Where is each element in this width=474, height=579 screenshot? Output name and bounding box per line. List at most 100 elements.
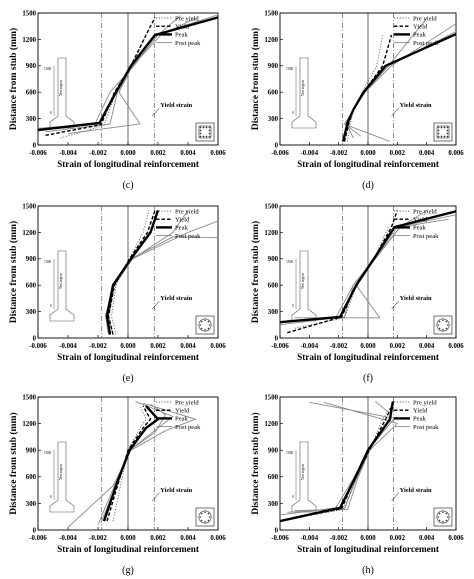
x-tick-label: 0.002 — [150, 150, 166, 157]
section-spiral — [436, 318, 450, 332]
column-inset: 1500 0 Test region — [44, 57, 75, 129]
rebar-dot — [205, 126, 208, 129]
inset-dimension: 1500 — [44, 451, 51, 455]
y-tick-label: 0 — [33, 142, 37, 149]
yield-annotation: Yield strain — [152, 102, 193, 117]
y-tick-label: 300 — [268, 501, 279, 508]
x-axis-label: Strain of longitudinal reinforcement — [297, 352, 440, 362]
y-tick-label: 600 — [268, 474, 279, 481]
x-axis-label: Strain of longitudinal reinforcement — [57, 352, 200, 362]
y-tick-label: 1200 — [264, 230, 278, 237]
rebar-dot — [207, 327, 210, 330]
x-tick-label: -0.004 — [301, 343, 319, 350]
rebar-dot — [445, 519, 448, 522]
rebar-dot — [200, 320, 203, 323]
y-axis-label: Distance from stub (mm) — [250, 28, 261, 130]
section-hoop — [198, 125, 212, 139]
rebar-dot — [442, 521, 444, 523]
y-tick-label: 1500 — [264, 394, 278, 401]
y-tick-label: 600 — [26, 283, 37, 290]
chart-panel-5: -0.006 -0.004 -0.002 0.000 0.002 0.004 0.006 0 3… — [8, 394, 226, 576]
yield-strain-label: Yield strain — [160, 487, 192, 494]
rebar-dot — [437, 132, 440, 135]
yield-strain-label: Yield strain — [160, 102, 192, 109]
series-line-solid-thick — [102, 405, 160, 522]
x-tick-label: -0.006 — [271, 150, 289, 157]
inset-zero: 0 — [50, 111, 52, 115]
y-tick-label: 1500 — [22, 10, 36, 17]
inset-zero: 0 — [292, 495, 294, 499]
x-tick-label: -0.006 — [29, 535, 47, 542]
legend-label: Yield — [413, 24, 428, 31]
rebar-dot — [208, 126, 211, 129]
x-axis-label: Strain of longitudinal reinforcement — [297, 159, 440, 169]
rebar-dot — [207, 320, 210, 323]
x-tick-label: -0.002 — [330, 343, 348, 350]
rebar-dot — [446, 126, 449, 129]
y-tick-label: 1500 — [22, 394, 36, 401]
y-tick-label: 1200 — [22, 230, 36, 237]
y-tick-label: 600 — [268, 283, 279, 290]
section-hoop — [436, 125, 450, 139]
x-axis-label: Strain of longitudinal reinforcement — [297, 544, 440, 554]
series-line-solid-thick — [280, 210, 456, 324]
section-icon — [433, 122, 453, 142]
y-tick-label: 0 — [275, 142, 279, 149]
yield-annotation: Yield strain — [152, 487, 193, 501]
series-line-dotted — [294, 226, 389, 329]
x-tick-label: 0.004 — [419, 343, 435, 350]
legend-label: Pre yield — [175, 208, 199, 215]
x-tick-label: 0.000 — [360, 343, 376, 350]
section-icon — [433, 315, 453, 335]
rebar-dot — [437, 324, 440, 326]
series-group — [341, 18, 456, 142]
rebar-dot — [443, 135, 446, 138]
panel-label: (h) — [362, 565, 374, 576]
yield-arrow — [152, 300, 160, 310]
series-line-solid-thick — [105, 210, 160, 335]
rebar-dot — [437, 126, 440, 129]
x-tick-label: 0.006 — [210, 535, 226, 542]
rebar-dot — [446, 129, 449, 132]
rebar-dot — [199, 129, 202, 132]
series-line-solid-thick — [280, 401, 395, 523]
rebar-dot — [437, 129, 440, 132]
series-line-solid-gray — [67, 402, 196, 528]
series-line-solid-gray — [108, 220, 218, 335]
chart-panel-4: -0.006 -0.004 -0.002 0.000 0.002 0.004 0.006 0 3… — [250, 203, 464, 384]
x-tick-label: -0.004 — [59, 150, 77, 157]
y-axis-label: Distance from stub (mm) — [8, 221, 19, 323]
x-tick-label: 0.004 — [180, 150, 196, 157]
yield-annotation: Yield strain — [391, 102, 432, 117]
series-line-dashed — [106, 405, 152, 522]
inset-label: Test region — [301, 464, 305, 480]
x-tick-label: 0.006 — [210, 343, 226, 350]
rebar-dot — [446, 132, 449, 135]
inset-dimension: 1500 — [44, 260, 51, 264]
section-spiral — [198, 510, 212, 524]
series-line-dotted — [60, 34, 147, 139]
x-tick-label: 0.002 — [150, 535, 166, 542]
inset-zero: 0 — [292, 304, 294, 308]
x-tick-label: -0.002 — [330, 150, 348, 157]
panel-label: (d) — [362, 180, 374, 191]
y-tick-label: 1500 — [264, 203, 278, 210]
rebar-dot — [199, 516, 201, 518]
rebar-dot — [440, 135, 443, 138]
column-outline — [291, 57, 317, 129]
yield-strain-label: Yield strain — [400, 102, 432, 109]
legend-label: Post peak — [175, 40, 201, 47]
x-tick-label: -0.006 — [271, 535, 289, 542]
rebar-dot — [438, 519, 441, 522]
series-group — [38, 14, 218, 139]
rebar-dot — [204, 329, 206, 331]
yield-annotation: Yield strain — [152, 295, 193, 310]
legend-label: Peak — [175, 416, 189, 423]
legend-label: Pre yield — [413, 208, 437, 215]
legend-label: Pre yield — [413, 15, 437, 22]
legend-label: Peak — [413, 32, 427, 39]
x-tick-label: -0.006 — [29, 343, 47, 350]
x-tick-label: -0.004 — [59, 343, 77, 350]
rebar-dot — [446, 135, 449, 138]
